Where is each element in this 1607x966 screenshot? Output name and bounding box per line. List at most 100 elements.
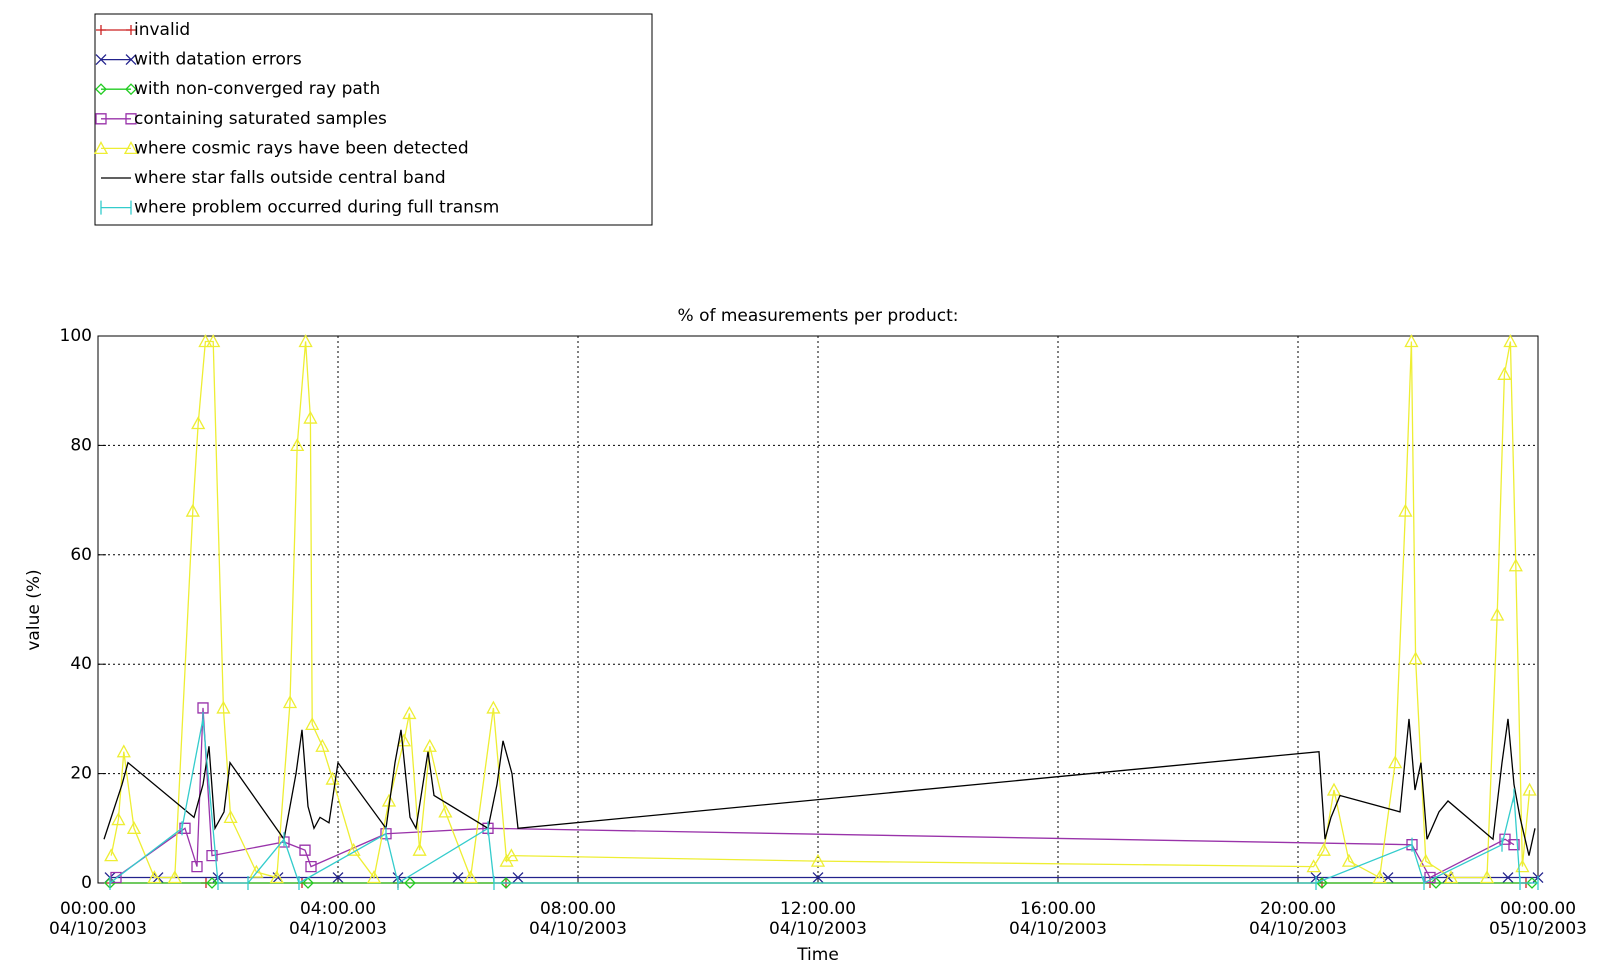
marker [1398, 503, 1413, 517]
marker [206, 850, 218, 862]
x-tick-label: 16:00.00 04/10/2003 [1009, 899, 1107, 939]
marker [1404, 334, 1419, 348]
y-tick-label: 100 [60, 326, 92, 346]
marker [197, 702, 209, 714]
y-tick-label: 60 [70, 545, 92, 565]
marker [1490, 607, 1505, 621]
marker [486, 700, 501, 714]
marker [104, 848, 119, 862]
x-axis-label: Time [796, 945, 839, 965]
legend-marker [125, 54, 137, 66]
y-tick-label: 0 [81, 873, 92, 893]
y-tick-label: 40 [70, 654, 92, 674]
legend-marker [95, 113, 107, 125]
marker [302, 877, 314, 889]
legend-marker [125, 83, 137, 96]
marker [303, 410, 318, 424]
marker [810, 853, 826, 867]
marker [1508, 558, 1523, 572]
y-tick-label: 80 [70, 435, 92, 455]
marker [315, 738, 330, 752]
legend-label: invalid [134, 20, 190, 40]
marker [299, 844, 311, 856]
marker [504, 848, 519, 862]
marker [1522, 782, 1537, 796]
series-line [110, 340, 1531, 880]
marker [1502, 872, 1514, 883]
marker [1508, 839, 1520, 851]
legend-marker [95, 83, 107, 96]
marker [366, 870, 382, 884]
marker [305, 860, 317, 873]
marker [1424, 871, 1436, 884]
legend-label: where star falls outside central band [134, 168, 446, 188]
marker [1503, 334, 1518, 348]
y-axis-label: value (%) [24, 569, 44, 650]
marker [290, 438, 305, 452]
marker [1388, 755, 1403, 769]
marker [1430, 877, 1442, 889]
legend-marker [96, 25, 106, 35]
marker [422, 738, 437, 752]
marker [206, 334, 221, 348]
x-tick-label: 00:00.00 05/10/2003 [1489, 899, 1587, 939]
marker [412, 842, 427, 856]
marker [223, 810, 238, 824]
marker [1418, 853, 1433, 867]
marker [512, 872, 524, 883]
x-tick-label: 08:00.00 04/10/2003 [529, 899, 627, 939]
marker [198, 334, 213, 348]
legend-label: where cosmic rays have been detected [134, 138, 469, 158]
series-line [103, 718, 1536, 856]
marker [1499, 833, 1511, 845]
x-tick-label: 04:00.00 04/10/2003 [289, 899, 387, 939]
legend-marker [93, 141, 109, 155]
marker [1497, 366, 1512, 380]
marker [116, 744, 131, 758]
marker [402, 706, 417, 720]
chart-title: % of measurements per product: [678, 306, 959, 326]
marker [812, 872, 824, 883]
marker [216, 700, 231, 714]
legend-marker [123, 141, 139, 155]
marker [126, 820, 142, 834]
marker [167, 870, 182, 884]
legend-label: with non-converged ray path [134, 79, 380, 99]
marker [1408, 651, 1423, 665]
legend-marker [95, 54, 107, 66]
marker [147, 870, 162, 884]
marker [191, 416, 206, 430]
marker [298, 334, 313, 348]
legend-label: where problem occurred during full trans… [134, 198, 499, 218]
x-tick-label: 00:00.00 04/10/2003 [49, 899, 147, 939]
y-tick-label: 20 [70, 764, 92, 784]
legend-label: containing saturated samples [134, 109, 387, 129]
marker [206, 877, 218, 889]
marker [1316, 842, 1331, 856]
marker [269, 870, 284, 884]
series-line [115, 707, 1515, 879]
legend-box [94, 13, 653, 226]
marker [500, 877, 512, 889]
marker [380, 828, 392, 840]
marker [185, 503, 200, 517]
marker [404, 877, 416, 889]
legend-marker [126, 25, 136, 35]
marker [1326, 782, 1342, 796]
marker [1341, 853, 1357, 867]
marker [463, 870, 478, 884]
legend-label: with datation errors [134, 50, 302, 70]
marker [1372, 870, 1387, 884]
marker [191, 860, 203, 873]
marker [1306, 859, 1321, 873]
marker [1526, 877, 1538, 889]
marker [305, 717, 320, 731]
marker [438, 804, 453, 818]
marker [452, 872, 464, 883]
marker [396, 733, 412, 747]
marker [332, 872, 344, 883]
marker [110, 871, 122, 884]
x-tick-label: 12:00.00 04/10/2003 [769, 899, 867, 939]
x-tick-label: 20:00.00 04/10/2003 [1249, 899, 1347, 939]
